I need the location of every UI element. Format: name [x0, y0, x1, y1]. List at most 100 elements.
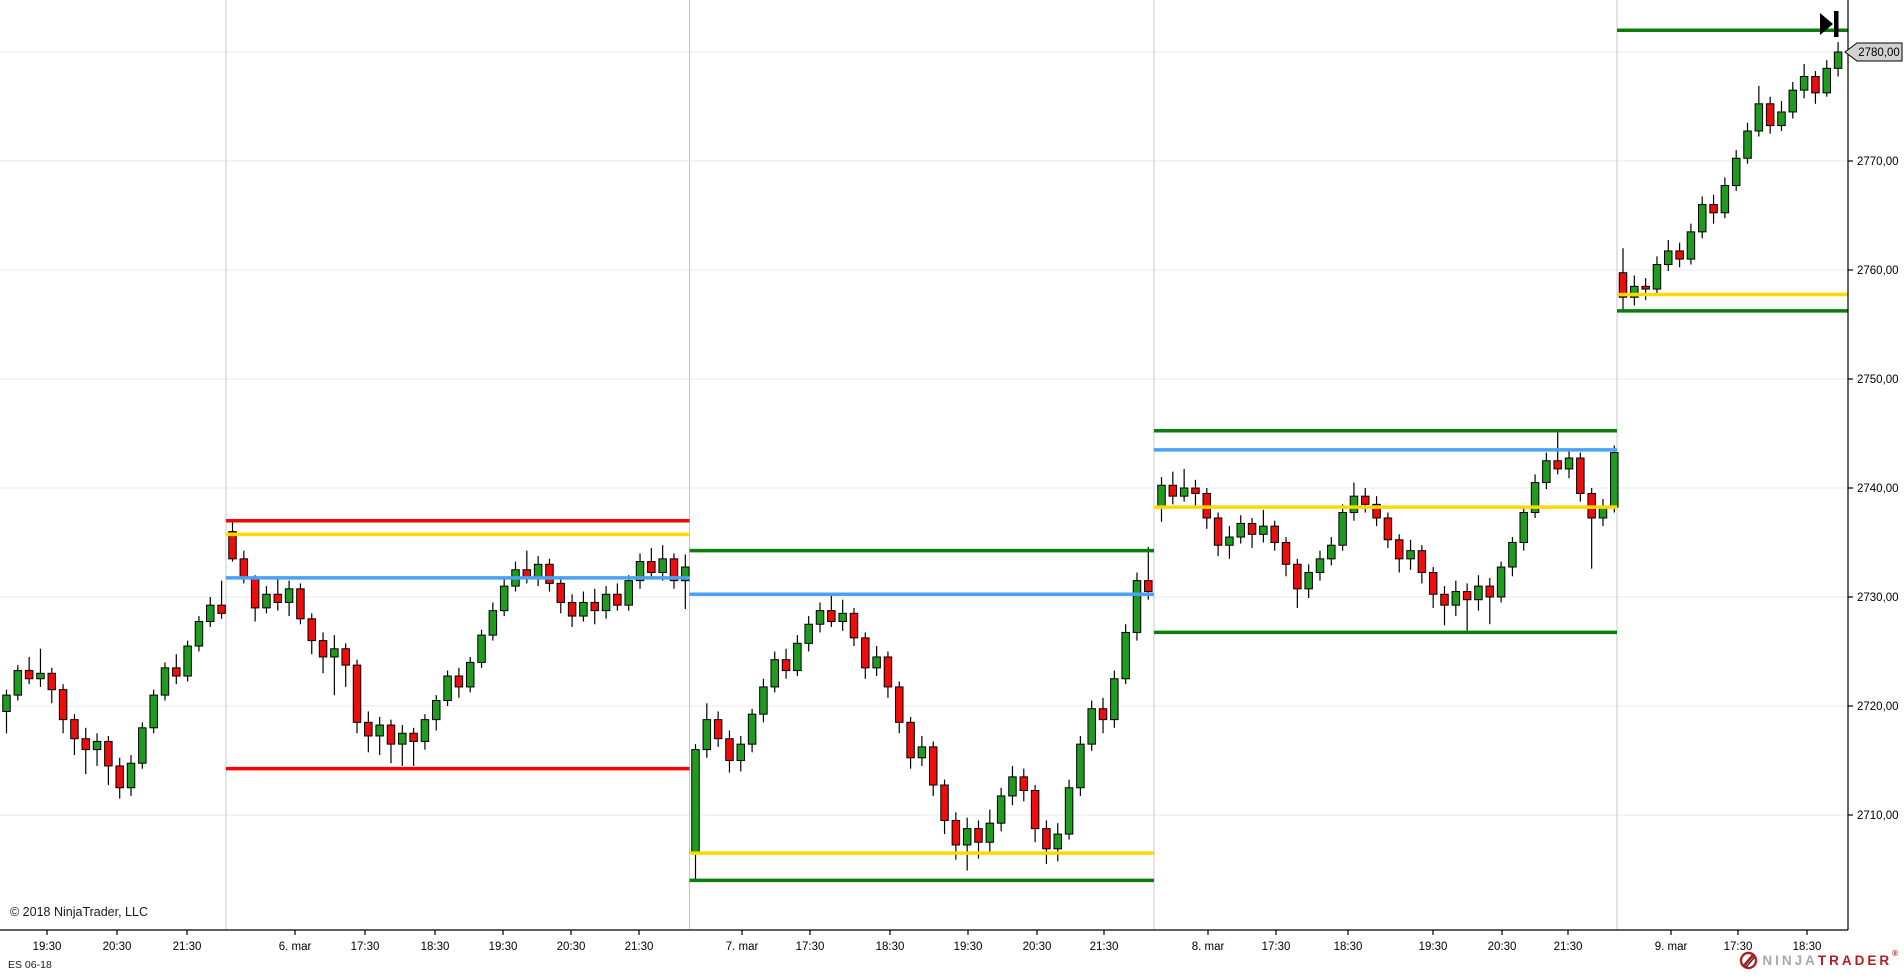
- time-tick-label: 19:30: [1419, 941, 1448, 953]
- time-tick-label: 20:30: [1488, 941, 1517, 953]
- time-tick-label: 17:30: [796, 941, 825, 953]
- candle-up: [262, 593, 271, 609]
- candle-up: [1731, 157, 1741, 187]
- price-tick-label: 2730,00: [1857, 592, 1899, 604]
- candle-up: [1087, 708, 1096, 745]
- candle-down: [115, 765, 124, 789]
- candle-up: [1664, 250, 1673, 266]
- last-price-marker: [1844, 42, 1903, 62]
- candle-down: [781, 659, 791, 672]
- candle-down: [454, 675, 464, 688]
- candle-down: [364, 721, 373, 737]
- skip-to-end-icon[interactable]: [1820, 13, 1833, 35]
- time-tick-label: 20:30: [1023, 941, 1052, 953]
- candle-up: [1508, 542, 1517, 568]
- candle-up: [1110, 678, 1119, 721]
- candle-up: [13, 670, 23, 696]
- time-tick-label: 21:30: [1554, 941, 1583, 953]
- candle-up: [1799, 76, 1809, 91]
- candle-up: [2, 694, 11, 712]
- candle-down: [827, 610, 836, 623]
- candle-down: [1213, 517, 1223, 546]
- candle-down: [940, 784, 949, 821]
- candle-down: [1098, 708, 1108, 721]
- candle-down: [1293, 563, 1302, 590]
- candle-up: [635, 561, 645, 582]
- skip-to-end-icon-bar[interactable]: [1834, 11, 1839, 37]
- candle-down: [217, 604, 226, 614]
- candle-down: [81, 738, 90, 751]
- candle-down: [906, 721, 915, 759]
- candle-down: [1372, 503, 1381, 519]
- candle-up: [736, 743, 746, 762]
- candle-up: [183, 645, 192, 677]
- candle-up: [770, 659, 779, 688]
- candle-up: [432, 700, 441, 721]
- candle-up: [1338, 512, 1347, 546]
- time-tick-label: 8. mar: [1192, 941, 1225, 953]
- candle-up: [1179, 487, 1189, 497]
- time-tick-label: 19:30: [954, 941, 983, 953]
- candle-down: [228, 531, 237, 560]
- candle-down: [1641, 285, 1650, 290]
- candle-up: [872, 656, 881, 669]
- ninjatrader-logo: NINJA TRADER ®: [1739, 950, 1898, 970]
- last-price-marker-value: 2780,00: [1858, 47, 1900, 59]
- candle-down: [647, 561, 656, 573]
- candle-down: [895, 686, 904, 723]
- candle-up: [1451, 591, 1461, 606]
- price-tick-label: 2710,00: [1857, 810, 1899, 822]
- candle-up: [815, 610, 825, 625]
- candle-up: [579, 601, 588, 617]
- candle-down: [1042, 828, 1051, 850]
- time-tick-label: 6. mar: [279, 941, 312, 953]
- price-axis[interactable]: [1848, 0, 1904, 930]
- candle-up: [1008, 776, 1017, 797]
- candle-up: [398, 732, 407, 745]
- candle-down: [70, 719, 79, 740]
- candle-down: [1440, 593, 1449, 606]
- time-tick-label: 18:30: [1793, 941, 1822, 953]
- candle-up: [962, 828, 972, 846]
- instrument-label: ES 06-18: [8, 959, 52, 971]
- time-tick-label: 20:30: [103, 941, 132, 953]
- candle-down: [669, 558, 679, 582]
- candle-up: [1652, 264, 1662, 290]
- candle-down: [556, 582, 566, 603]
- time-tick-label: 17:30: [1262, 941, 1291, 953]
- candle-down: [1270, 525, 1279, 544]
- candle-down: [24, 670, 34, 680]
- candle-down: [1417, 550, 1427, 573]
- candle-up: [1833, 51, 1843, 69]
- candle-down: [1576, 457, 1585, 494]
- candle-down: [341, 648, 350, 666]
- candle-up: [838, 612, 847, 623]
- candle-up: [1132, 580, 1142, 633]
- candle-down: [1168, 484, 1178, 497]
- candle-up: [194, 621, 204, 647]
- candle-down: [172, 667, 181, 677]
- candle-up: [443, 675, 452, 702]
- candle-up: [138, 727, 147, 764]
- candle-up: [996, 795, 1006, 824]
- candle-down: [928, 746, 938, 786]
- candle-up: [465, 661, 475, 688]
- candle-down: [725, 738, 734, 762]
- price-tick-label: 2770,00: [1857, 156, 1899, 168]
- candle-down: [1553, 460, 1562, 470]
- candle-down: [318, 640, 328, 658]
- candle-down: [567, 601, 577, 617]
- candle-up: [759, 686, 768, 715]
- candle-down: [545, 563, 554, 584]
- candle-up: [658, 558, 667, 573]
- candle-up: [1542, 460, 1551, 484]
- candle-down: [1485, 585, 1495, 598]
- candle-up: [1610, 452, 1619, 508]
- candle-up: [1259, 525, 1268, 535]
- candle-down: [951, 819, 961, 846]
- candle-up: [747, 713, 757, 745]
- time-axis[interactable]: [0, 930, 1848, 978]
- candle-up: [1349, 495, 1359, 514]
- candle-up: [284, 588, 294, 603]
